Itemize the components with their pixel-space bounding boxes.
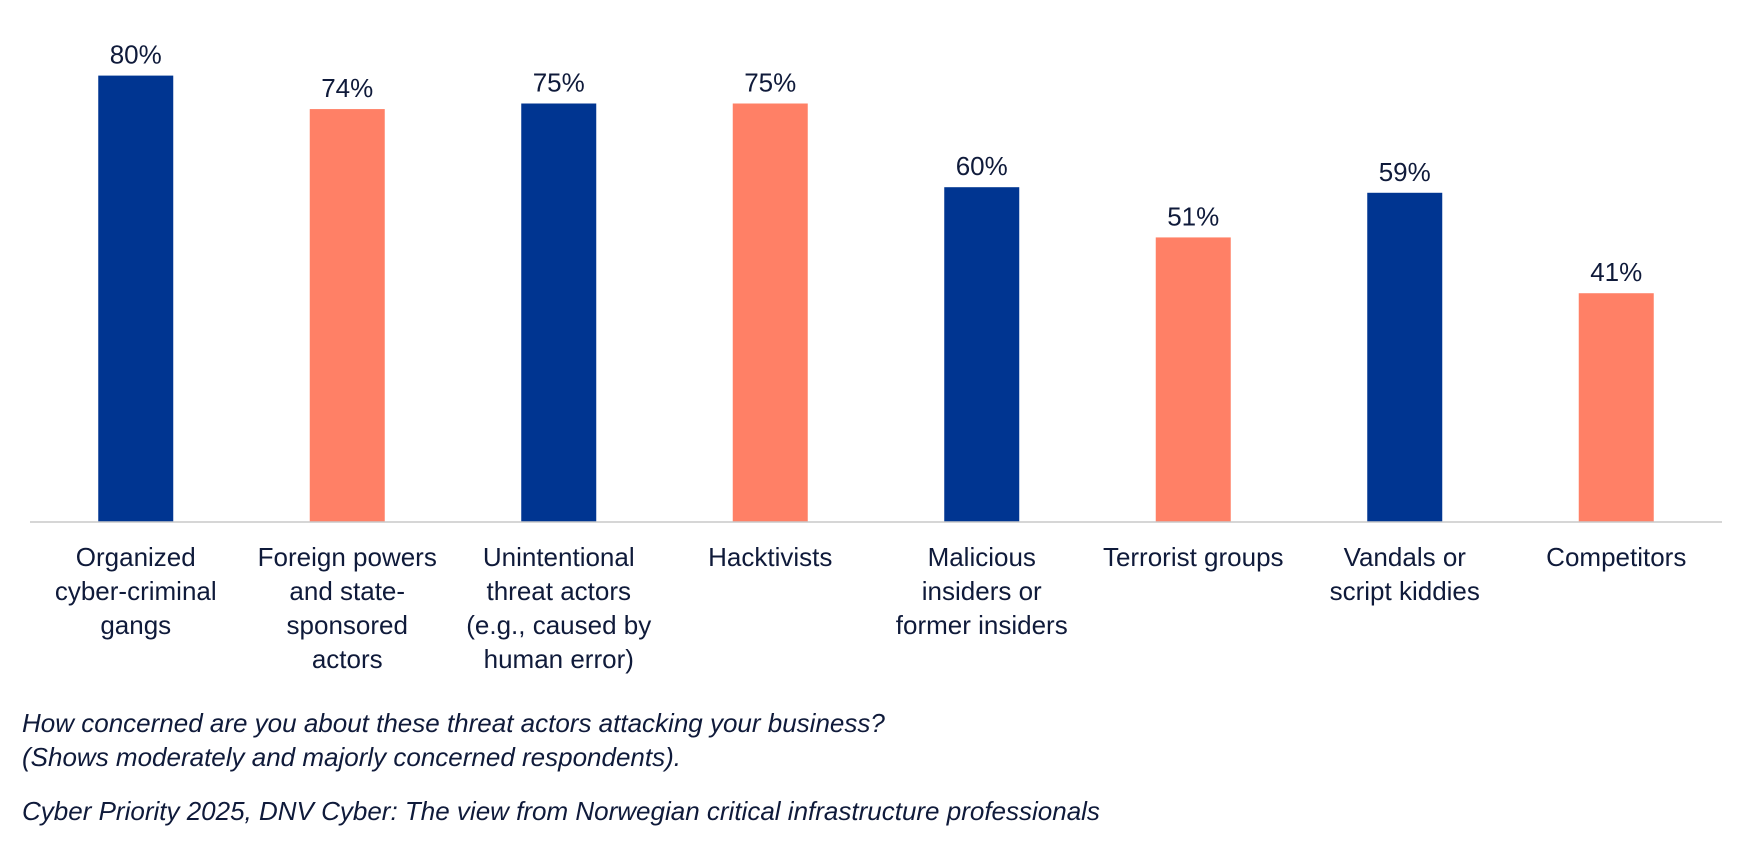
category-label-line: cyber-criminal [55, 576, 217, 606]
category-label-4: Hacktivists [708, 542, 832, 572]
category-label-2: Foreign powers and state-sponsored actors [258, 542, 437, 674]
value-label-8: 41% [1590, 257, 1642, 287]
category-label-line: Hacktivists [708, 542, 832, 572]
category-label-line: Competitors [1546, 542, 1686, 572]
bar-5 [944, 187, 1020, 522]
category-label-8: Competitors [1546, 542, 1686, 572]
value-label-2: 74% [321, 73, 373, 103]
category-label-3: Unintentional threat actors (e.g., caused … [466, 542, 651, 674]
category-label-line: Terrorist groups [1103, 542, 1284, 572]
bar-6 [1155, 237, 1231, 523]
category-label-line: (e.g., caused by [466, 610, 651, 640]
category-label-line: gangs [100, 610, 171, 640]
value-labels-group: 80% 74% 75% 75% 60% 51% 59% 41% [110, 40, 1643, 288]
category-label-line: Organized [76, 542, 196, 572]
category-label-5: Malicious insiders or former insiders [896, 542, 1068, 640]
category-label-line: sponsored [287, 610, 408, 640]
category-label-line: threat actors [486, 576, 631, 606]
category-label-6: Terrorist groups [1103, 542, 1284, 572]
category-label-line: insiders or [922, 576, 1042, 606]
category-label-line: Foreign powers [258, 542, 437, 572]
category-label-line: actors [312, 644, 383, 674]
category-label-line: former insiders [896, 610, 1068, 640]
value-label-5: 60% [956, 151, 1008, 181]
category-label-line: Unintentional [483, 542, 635, 572]
category-label-7: Vandals or script kiddies [1330, 542, 1480, 606]
value-label-6: 51% [1167, 201, 1219, 231]
value-label-7: 59% [1379, 157, 1431, 187]
value-label-4: 75% [744, 68, 796, 98]
category-label-line: and state- [289, 576, 405, 606]
source-citation: Cyber Priority 2025, DNV Cyber: The view… [22, 796, 1100, 826]
category-label-line: human error) [484, 644, 634, 674]
category-label-1: Organized cyber-criminal gangs [55, 542, 217, 640]
bar-4 [732, 103, 808, 522]
bars-group [98, 75, 1654, 523]
bar-8 [1578, 293, 1654, 522]
category-label-line: Malicious [928, 542, 1036, 572]
survey-question: How concerned are you about these threat… [22, 708, 885, 738]
bar-3 [521, 103, 597, 522]
bar-1 [98, 75, 174, 522]
category-labels-group: Organized cyber-criminal gangs Foreign powe… [55, 542, 1686, 674]
value-label-3: 75% [533, 68, 585, 98]
category-label-line: Vandals or [1344, 542, 1467, 572]
survey-note: (Shows moderately and majorly concerned … [22, 742, 682, 772]
bar-chart: 80% 74% 75% 75% 60% 51% 59% 41% Organized cyber-… [30, 40, 1722, 674]
category-label-line: script kiddies [1330, 576, 1480, 606]
bar-7 [1367, 192, 1443, 522]
bar-2 [309, 109, 385, 522]
value-label-1: 80% [110, 40, 162, 70]
